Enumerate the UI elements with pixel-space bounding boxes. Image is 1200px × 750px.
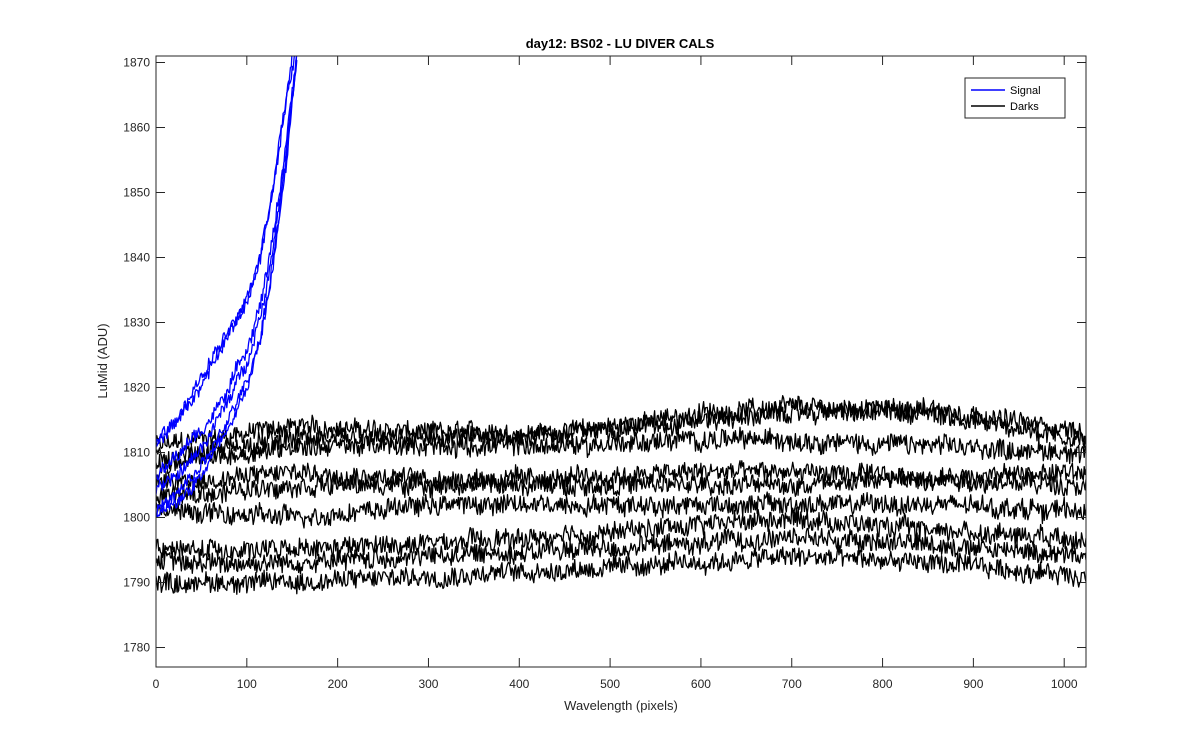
legend-label-signal: Signal [1010, 85, 1041, 97]
darks-trace-6 [156, 491, 1086, 529]
y-axis-label: LuMid (ADU) [95, 323, 110, 398]
plot-series [156, 56, 1086, 595]
x-tick-label-0: 0 [153, 677, 160, 691]
signal-trace-2 [156, 56, 295, 447]
y-tick-label-1800: 1800 [123, 511, 150, 525]
x-tick-label-600: 600 [691, 677, 711, 691]
darks-trace-7 [156, 506, 1086, 564]
x-tick-label-400: 400 [509, 677, 529, 691]
y-tick-label-1790: 1790 [123, 576, 150, 590]
darks-trace-5 [156, 470, 1086, 507]
y-tick-label-1830: 1830 [123, 316, 150, 330]
y-tick-label-1870: 1870 [123, 56, 150, 70]
legend-label-darks: Darks [1010, 101, 1039, 113]
x-tick-label-900: 900 [963, 677, 983, 691]
x-tick-label-800: 800 [873, 677, 893, 691]
signal-trace-5 [156, 59, 297, 518]
chart-title: day12: BS02 - LU DIVER CALS [526, 36, 715, 51]
axes-background [156, 56, 1086, 667]
x-tick-label-200: 200 [328, 677, 348, 691]
x-axis-label: Wavelength (pixels) [564, 698, 678, 713]
y-tick-label-1840: 1840 [123, 251, 150, 265]
y-tick-label-1810: 1810 [123, 446, 150, 460]
x-tick-label-300: 300 [418, 677, 438, 691]
axes-frame [155, 55, 1087, 668]
x-tick-label-100: 100 [237, 677, 257, 691]
y-tick-label-1820: 1820 [123, 381, 150, 395]
x-tick-label-500: 500 [600, 677, 620, 691]
axis-ticks: 0 100 200 300 400 500 600 700 800 900 1000 1780 1790… [123, 56, 1086, 691]
y-tick-label-1860: 1860 [123, 121, 150, 135]
signal-trace-6 [156, 56, 298, 518]
signal-trace-3 [156, 56, 298, 481]
legend: Signal Darks [964, 77, 1066, 119]
darks-trace-9 [156, 546, 1086, 595]
legend-box [964, 77, 1066, 119]
y-tick-label-1850: 1850 [123, 186, 150, 200]
darks-trace-3 [156, 426, 1086, 475]
x-tick-label-1000: 1000 [1051, 677, 1078, 691]
signal-trace-4 [156, 60, 298, 496]
darks-trace-2 [156, 397, 1086, 470]
x-tick-label-700: 700 [782, 677, 802, 691]
y-tick-label-1780: 1780 [123, 641, 150, 655]
darks-trace-8 [156, 527, 1086, 575]
